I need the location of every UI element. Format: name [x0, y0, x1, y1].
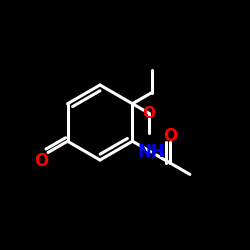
- Text: O: O: [163, 127, 178, 145]
- Text: O: O: [34, 152, 49, 170]
- Text: NH: NH: [137, 143, 165, 161]
- Text: O: O: [142, 106, 155, 121]
